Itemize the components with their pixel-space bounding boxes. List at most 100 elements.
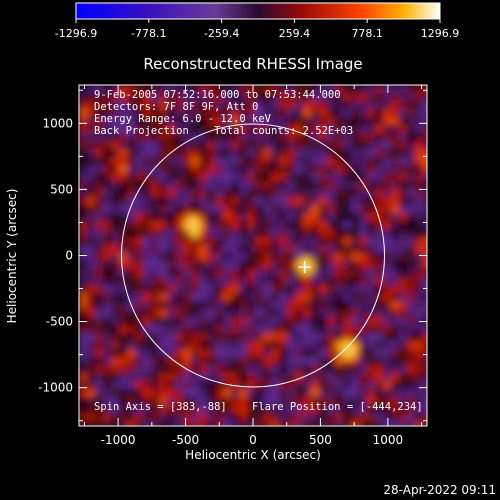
- heatmap-cell: [279, 85, 288, 94]
- heatmap-cell: [127, 317, 136, 326]
- heatmap-cell: [127, 381, 136, 390]
- heatmap-cell: [423, 205, 427, 214]
- heatmap-cell: [343, 237, 352, 246]
- heatmap-cell: [263, 133, 272, 142]
- heatmap-cell: [119, 213, 128, 222]
- heatmap-cell: [143, 397, 152, 406]
- heatmap-cell: [183, 125, 192, 134]
- heatmap-cell: [127, 277, 136, 286]
- heatmap-cell: [215, 173, 224, 182]
- heatmap-cell: [231, 189, 240, 198]
- heatmap-cell: [151, 293, 160, 302]
- heatmap-cell: [407, 181, 416, 190]
- heatmap-cell: [191, 189, 200, 198]
- heatmap-cell: [247, 141, 256, 150]
- heatmap-cell: [319, 165, 328, 174]
- heatmap-cell: [399, 213, 408, 222]
- heatmap-cell: [199, 365, 208, 374]
- heatmap-cell: [423, 157, 427, 166]
- heatmap-cell: [343, 325, 352, 334]
- heatmap-cell: [119, 157, 128, 166]
- heatmap-cell: [327, 293, 336, 302]
- heatmap-cell: [127, 357, 136, 366]
- heatmap-cell: [103, 141, 112, 150]
- heatmap-cell: [255, 397, 264, 406]
- heatmap-cell: [279, 141, 288, 150]
- heatmap-cell: [223, 221, 232, 230]
- heatmap-cell: [287, 301, 296, 310]
- heatmap-cell: [127, 125, 136, 134]
- heatmap-cell: [215, 381, 224, 390]
- heatmap-cell: [95, 141, 104, 150]
- heatmap-cell: [239, 309, 248, 318]
- heatmap-cell: [255, 157, 264, 166]
- heatmap-cell: [383, 125, 392, 134]
- heatmap-cell: [383, 157, 392, 166]
- heatmap-cell: [359, 149, 368, 158]
- heatmap-cell: [103, 349, 112, 358]
- heatmap-cell: [87, 213, 96, 222]
- heatmap-cell: [343, 277, 352, 286]
- heatmap-cell: [391, 381, 400, 390]
- heatmap-cell: [383, 309, 392, 318]
- heatmap-cell: [103, 277, 112, 286]
- heatmap-cell: [103, 149, 112, 158]
- heatmap-cell: [167, 133, 176, 142]
- heatmap-cell: [223, 365, 232, 374]
- heatmap-cell: [207, 109, 216, 118]
- heatmap-cell: [79, 405, 88, 414]
- heatmap-cell: [271, 85, 280, 94]
- heatmap-cell: [167, 325, 176, 334]
- heatmap-cell: [311, 373, 320, 382]
- heatmap-cell: [399, 309, 408, 318]
- heatmap-cell: [415, 277, 424, 286]
- heatmap-cell: [255, 421, 264, 426]
- heatmap-cell: [423, 413, 427, 422]
- heatmap-cell: [279, 405, 288, 414]
- heatmap-cell: [119, 125, 128, 134]
- heatmap-cell: [303, 173, 312, 182]
- heatmap-cell: [191, 181, 200, 190]
- heatmap-cell: [95, 325, 104, 334]
- heatmap-cell: [287, 261, 296, 270]
- heatmap-cell: [343, 197, 352, 206]
- heatmap-cell: [383, 389, 392, 398]
- heatmap-cell: [87, 349, 96, 358]
- heatmap-cell: [119, 85, 128, 94]
- heatmap-cell: [223, 349, 232, 358]
- heatmap-cell: [391, 229, 400, 238]
- heatmap-cell: [239, 381, 248, 390]
- heatmap-cell: [231, 205, 240, 214]
- heatmap-cell: [383, 181, 392, 190]
- heatmap-cell: [311, 349, 320, 358]
- heatmap-cell: [223, 229, 232, 238]
- heatmap-cell: [247, 85, 256, 94]
- heatmap-cell: [295, 293, 304, 302]
- heatmap-cell: [367, 349, 376, 358]
- heatmap-cell: [423, 117, 427, 126]
- heatmap-cell: [151, 357, 160, 366]
- heatmap-cell: [287, 317, 296, 326]
- heatmap-cell: [103, 301, 112, 310]
- heatmap-cell: [111, 413, 120, 422]
- heatmap-cell: [175, 85, 184, 94]
- heatmap-cell: [143, 157, 152, 166]
- heatmap-cell: [151, 221, 160, 230]
- heatmap-cell: [247, 421, 256, 426]
- heatmap-cell: [135, 373, 144, 382]
- heatmap-cell: [303, 373, 312, 382]
- heatmap-cell: [231, 133, 240, 142]
- heatmap-cell: [247, 237, 256, 246]
- heatmap-cell: [143, 149, 152, 158]
- heatmap-cell: [159, 397, 168, 406]
- heatmap-cell: [327, 373, 336, 382]
- heatmap-cell: [215, 357, 224, 366]
- heatmap-cell: [311, 365, 320, 374]
- heatmap-cell: [135, 117, 144, 126]
- heatmap-cell: [135, 141, 144, 150]
- heatmap-cell: [255, 133, 264, 142]
- heatmap-cell: [359, 253, 368, 262]
- heatmap-cell: [79, 357, 88, 366]
- heatmap-cell: [111, 133, 120, 142]
